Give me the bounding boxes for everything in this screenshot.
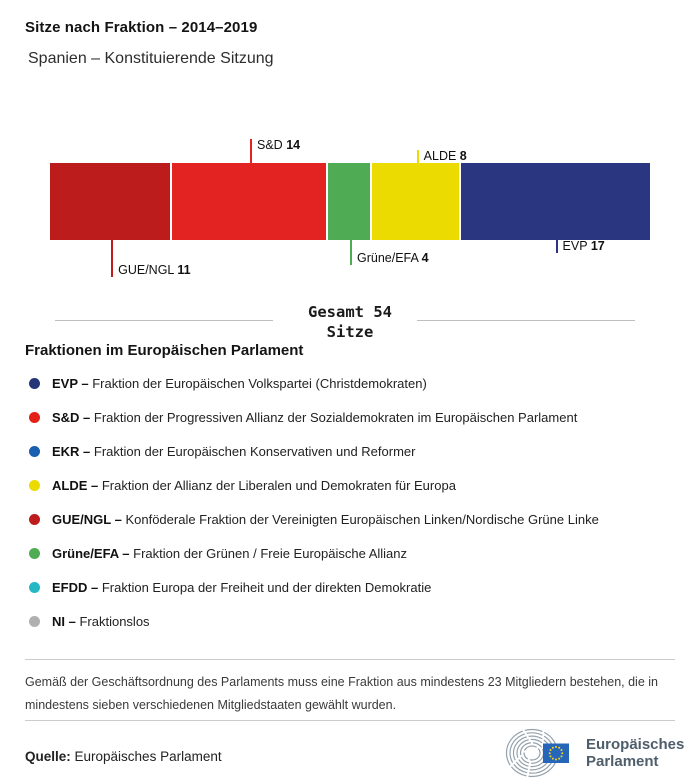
legend-label: NI – Fraktionslos	[52, 613, 150, 629]
callout-tick-4	[555, 240, 558, 253]
legend-row-5: Grüne/EFA – Fraktion der Grünen / Freie …	[25, 536, 685, 570]
bar-segment-3	[372, 163, 462, 240]
total-seats-label: Gesamt 54 Sitze	[0, 302, 700, 343]
legend-dot-icon	[29, 445, 40, 457]
bar-segment-4	[461, 163, 650, 240]
legend-label: EFDD – Fraktion Europa der Freiheit und …	[52, 579, 432, 595]
legend-dot-icon	[29, 615, 40, 627]
bar-segment-0	[50, 163, 173, 240]
bar-label-2: Grüne/EFA 4	[357, 251, 429, 265]
bar-label-1: S&D 14	[257, 138, 301, 152]
bar-label-0: GUE/NGL 11	[118, 263, 191, 277]
legend-row-7: NI – Fraktionslos	[25, 604, 685, 638]
legend-list: EVP – Fraktion der Europäischen Volkspar…	[25, 366, 685, 638]
legend-dot-icon	[29, 547, 40, 559]
legend-row-4: GUE/NGL – Konföderale Fraktion der Verei…	[25, 502, 685, 536]
bar-segment-1	[172, 163, 328, 240]
source-label: Quelle:	[25, 749, 71, 764]
footnote-text: Gemäß der Geschäftsordnung des Parlament…	[25, 675, 658, 712]
legend-dot-icon	[29, 513, 40, 525]
legend-row-2: EKR – Fraktion der Europäischen Konserva…	[25, 434, 685, 468]
page-title: Sitze nach Fraktion – 2014–2019	[25, 19, 258, 36]
bar-segment-2	[327, 163, 373, 240]
logo-wordmark: Europäisches Parlament	[586, 736, 684, 771]
legend-label: Grüne/EFA – Fraktion der Grünen / Freie …	[52, 545, 408, 561]
total-right-rule	[417, 320, 635, 321]
callout-tick-2	[350, 240, 352, 265]
total-seats-line2: Sitze	[326, 323, 374, 342]
legend-dot-icon	[29, 479, 40, 491]
legend-dot-icon	[29, 411, 40, 423]
stacked-bar	[50, 163, 650, 240]
legend-label: S&D – Fraktion der Progressiven Allianz …	[52, 409, 578, 425]
european-parliament-logo: Europäisches Parlament	[505, 724, 685, 782]
seats-stacked-bar-chart: GUE/NGL 11 S&D 14 Grüne/EFA 4 ALDE 8 EVP 17	[50, 130, 650, 280]
legend-row-0: EVP – Fraktion der Europäischen Volkspar…	[25, 366, 685, 400]
logo-wordmark-line1: Europäisches	[586, 735, 685, 753]
source-text: Europäisches Parlament	[70, 749, 222, 764]
legend-dot-icon	[29, 581, 40, 593]
logo-wordmark-line2: Parlament	[586, 753, 659, 770]
source-line: Quelle: Europäisches Parlament	[25, 749, 222, 764]
bar-label-3: ALDE 8	[423, 149, 467, 163]
total-left-rule	[55, 320, 273, 321]
total-seats-line1: Gesamt 54	[308, 303, 392, 321]
legend-label: EVP – Fraktion der Europäischen Volkspar…	[52, 375, 427, 391]
legend-dot-icon	[29, 377, 40, 389]
callout-tick-3	[416, 150, 419, 163]
callout-tick-1	[250, 139, 252, 163]
legend-row-1: S&D – Fraktion der Progressiven Allianz …	[25, 400, 685, 434]
footnote-bottom-divider	[25, 720, 675, 721]
footnote-top-divider	[25, 659, 675, 660]
page-subtitle: Spanien – Konstituierende Sitzung	[28, 50, 274, 67]
legend-label: GUE/NGL – Konföderale Fraktion der Verei…	[52, 511, 599, 527]
legend-heading: Fraktionen im Europäischen Parlament	[25, 342, 304, 359]
bar-label-4: EVP 17	[562, 239, 605, 253]
parliament-hemicycle-icon	[505, 728, 569, 778]
legend-row-6: EFDD – Fraktion Europa der Freiheit und …	[25, 570, 685, 604]
callout-tick-0	[111, 240, 114, 277]
eu-flag	[543, 743, 569, 763]
legend-row-3: ALDE – Fraktion der Allianz der Liberale…	[25, 468, 685, 502]
legend-label: ALDE – Fraktion der Allianz der Liberale…	[52, 477, 456, 493]
legend-label: EKR – Fraktion der Europäischen Konserva…	[52, 443, 416, 459]
